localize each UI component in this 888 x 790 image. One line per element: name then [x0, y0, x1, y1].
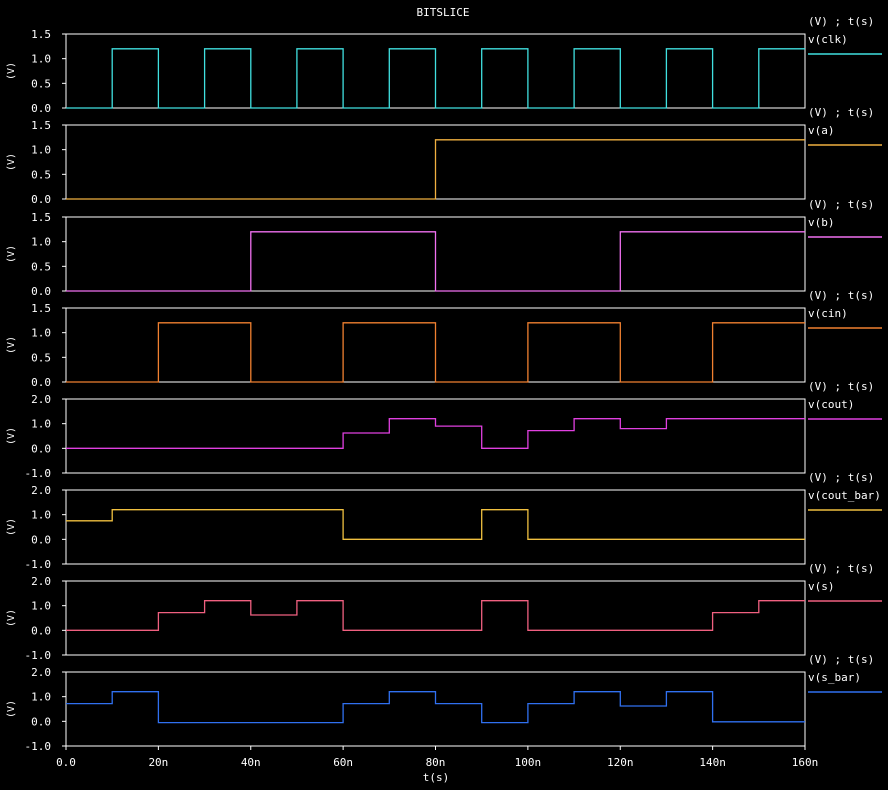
- y-tick-label: 1.5: [31, 211, 51, 224]
- legend-units: (V) ; t(s): [808, 471, 874, 484]
- y-tick-label: 0.0: [31, 715, 51, 728]
- legend-units: (V) ; t(s): [808, 380, 874, 393]
- panel-v-s_bar: -1.0 0.0 1.0 2.0 (V) (V) ; t(s) v(s_bar): [6, 653, 882, 753]
- y-tick-label: -1.0: [25, 740, 52, 753]
- waveform-v-cout: [66, 418, 805, 449]
- waveform-v-a: [66, 139, 805, 200]
- y-tick-label: 0.0: [31, 376, 51, 389]
- y-tick-label: 1.5: [31, 119, 51, 132]
- waveform-panels: 0.0 0.5 1.0 1.5 (V) (V) ; t(s) v(clk) 0.0 0.5 1.0…: [6, 15, 882, 753]
- y-tick-label: 0.5: [31, 351, 51, 364]
- y-tick-label: 1.0: [31, 327, 51, 340]
- y-tick-label: 1.0: [31, 600, 51, 613]
- legend-series-name: v(cout): [808, 398, 854, 411]
- legend-units: (V) ; t(s): [808, 15, 874, 28]
- y-tick-label: 0.0: [31, 533, 51, 546]
- x-axis-label: t(s): [423, 771, 450, 784]
- y-tick-label: 1.0: [31, 236, 51, 249]
- y-tick-label: 1.0: [31, 691, 51, 704]
- y-tick-label: -1.0: [25, 649, 52, 662]
- legend-series-name: v(s): [808, 580, 835, 593]
- legend-units: (V) ; t(s): [808, 106, 874, 119]
- legend-series-name: v(s_bar): [808, 671, 861, 684]
- legend-series-name: v(clk): [808, 33, 848, 46]
- y-tick-label: -1.0: [25, 467, 52, 480]
- panel-v-clk: 0.0 0.5 1.0 1.5 (V) (V) ; t(s) v(clk): [6, 15, 882, 115]
- legend-units: (V) ; t(s): [808, 289, 874, 302]
- plot-frame: [65, 398, 806, 474]
- waveform-v-b: [66, 231, 805, 292]
- panel-v-a: 0.0 0.5 1.0 1.5 (V) (V) ; t(s) v(a): [6, 106, 882, 206]
- legend-series-name: v(cin): [808, 307, 848, 320]
- y-axis-label: (V): [6, 609, 17, 627]
- x-tick-label: 100n: [515, 756, 542, 769]
- y-tick-label: 1.0: [31, 144, 51, 157]
- y-tick-label: 0.5: [31, 77, 51, 90]
- x-tick-label: 40n: [241, 756, 261, 769]
- y-axis-label: (V): [6, 700, 17, 718]
- y-tick-label: 0.5: [31, 168, 51, 181]
- x-tick-label: 120n: [607, 756, 634, 769]
- x-tick-label: 20n: [148, 756, 168, 769]
- legend-series-name: v(cout_bar): [808, 489, 881, 502]
- y-tick-label: 1.0: [31, 418, 51, 431]
- waveform-v-s_bar: [66, 691, 805, 724]
- legend-series-name: v(a): [808, 124, 835, 137]
- y-axis-label: (V): [6, 336, 17, 354]
- y-axis-label: (V): [6, 153, 17, 171]
- panel-v-s: -1.0 0.0 1.0 2.0 (V) (V) ; t(s) v(s): [6, 562, 882, 662]
- y-axis-label: (V): [6, 427, 17, 445]
- plot-frame: [65, 671, 806, 747]
- x-tick-label: 160n: [792, 756, 819, 769]
- legend-units: (V) ; t(s): [808, 198, 874, 211]
- plot-frame: [65, 489, 806, 565]
- panel-v-cin: 0.0 0.5 1.0 1.5 (V) (V) ; t(s) v(cin): [6, 289, 882, 389]
- y-tick-label: 0.0: [31, 285, 51, 298]
- x-axis: 0.0 20n 40n 60n 80n 100n 120n 140n 160n: [56, 746, 818, 769]
- y-tick-label: 0.0: [31, 442, 51, 455]
- y-tick-label: 2.0: [31, 393, 51, 406]
- y-tick-label: 0.0: [31, 624, 51, 637]
- y-axis-label: (V): [6, 62, 17, 80]
- y-tick-label: -1.0: [25, 558, 52, 571]
- chart-title: BITSLICE: [417, 6, 470, 19]
- y-tick-label: 0.0: [31, 193, 51, 206]
- y-axis-label: (V): [6, 245, 17, 263]
- y-tick-label: 2.0: [31, 484, 51, 497]
- x-tick-label: 80n: [426, 756, 446, 769]
- waveform-v-cout_bar: [66, 509, 805, 540]
- panel-v-b: 0.0 0.5 1.0 1.5 (V) (V) ; t(s) v(b): [6, 198, 882, 298]
- x-tick-label: 60n: [333, 756, 353, 769]
- y-tick-label: 1.0: [31, 509, 51, 522]
- y-tick-label: 1.5: [31, 302, 51, 315]
- y-tick-label: 0.5: [31, 260, 51, 273]
- panel-v-cout: -1.0 0.0 1.0 2.0 (V) (V) ; t(s) v(cout): [6, 380, 882, 480]
- waveform-v-s: [66, 600, 805, 631]
- y-tick-label: 2.0: [31, 575, 51, 588]
- panel-v-cout_bar: -1.0 0.0 1.0 2.0 (V) (V) ; t(s) v(cout_bar): [6, 471, 882, 571]
- waveform-v-clk: [66, 48, 805, 109]
- waveform-v-cin: [66, 322, 805, 383]
- y-axis-label: (V): [6, 518, 17, 536]
- x-tick-label: 0.0: [56, 756, 76, 769]
- y-tick-label: 2.0: [31, 666, 51, 679]
- y-tick-label: 1.0: [31, 53, 51, 66]
- legend-units: (V) ; t(s): [808, 562, 874, 575]
- y-tick-label: 0.0: [31, 102, 51, 115]
- y-tick-label: 1.5: [31, 28, 51, 41]
- plot-frame: [65, 580, 806, 656]
- legend-series-name: v(b): [808, 216, 835, 229]
- x-tick-label: 140n: [699, 756, 726, 769]
- legend-units: (V) ; t(s): [808, 653, 874, 666]
